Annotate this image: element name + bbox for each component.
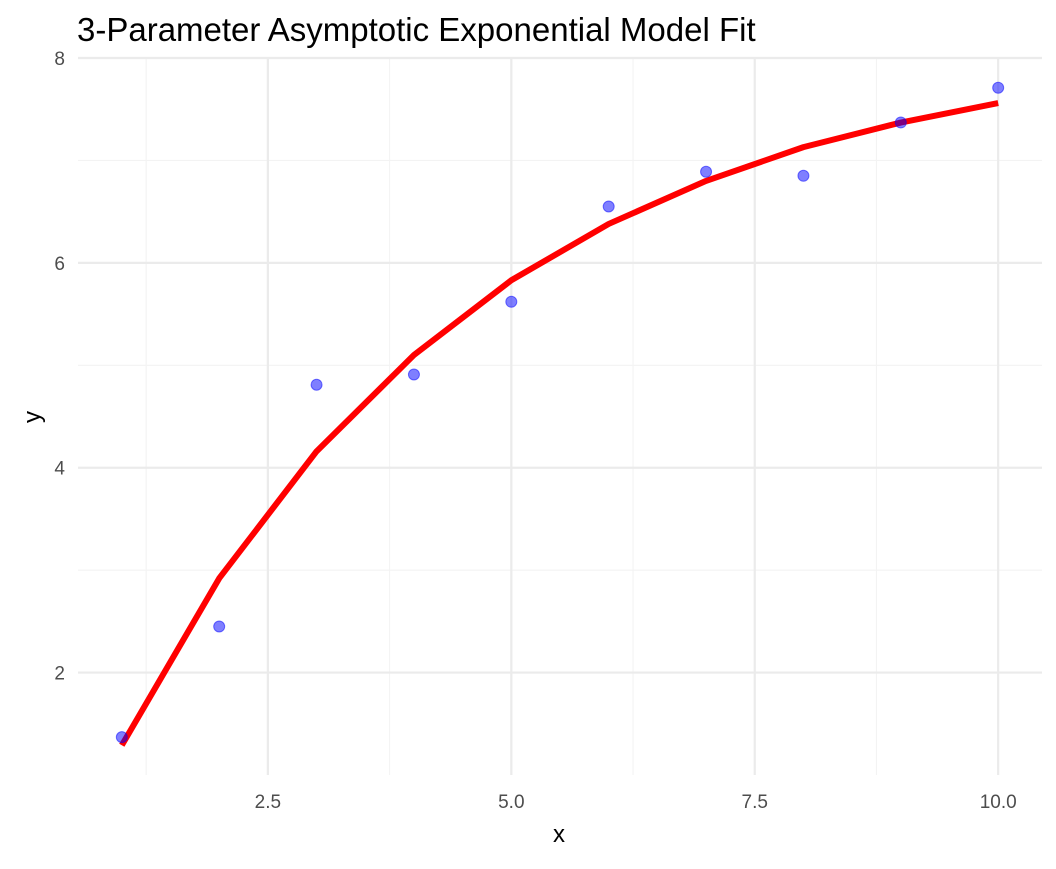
x-tick-label: 5.0 xyxy=(498,792,524,813)
data-point xyxy=(602,200,615,213)
y-tick-label: 6 xyxy=(54,254,65,275)
data-point xyxy=(115,731,128,744)
data-point xyxy=(310,378,323,391)
data-point xyxy=(992,81,1005,94)
data-point xyxy=(894,116,907,129)
x-axis-title: x xyxy=(553,821,565,848)
x-tick-label: 7.5 xyxy=(742,792,768,813)
data-point xyxy=(213,620,226,633)
y-axis-title: y xyxy=(19,411,46,423)
data-point xyxy=(797,169,810,182)
x-tick-label: 2.5 xyxy=(255,792,281,813)
y-tick-label: 2 xyxy=(54,664,65,685)
x-tick-label: 10.0 xyxy=(980,792,1017,813)
fit-line-layer xyxy=(119,100,999,747)
data-point xyxy=(407,368,420,381)
y-tick-label: 8 xyxy=(54,49,65,70)
y-tick-label: 4 xyxy=(54,459,65,480)
axis-labels-layer: 2.5 5.0 7.5 10.0 2 4 6 8 xyxy=(54,49,1016,813)
chart-title: 3-Parameter Asymptotic Exponential Model… xyxy=(77,11,756,48)
data-points-layer xyxy=(115,81,1005,744)
data-point xyxy=(700,165,713,178)
fit-line xyxy=(119,100,999,747)
data-point xyxy=(505,295,518,308)
grid-layer xyxy=(78,56,1042,775)
